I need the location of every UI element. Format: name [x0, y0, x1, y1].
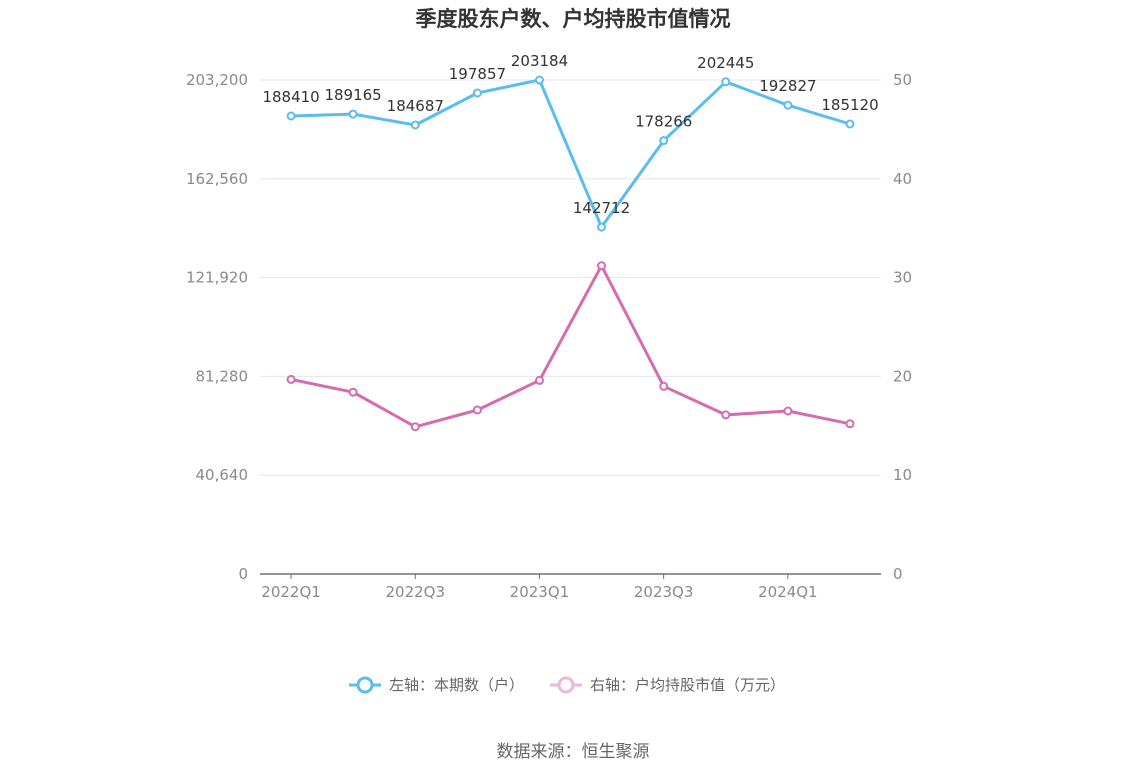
data-label: 178266 — [635, 113, 692, 131]
data-labels: 188410 189165 184687 197857 203184 142712 1782… — [262, 52, 878, 217]
data-label: 184687 — [387, 97, 444, 115]
data-point-left[interactable] — [286, 111, 296, 121]
data-point-right[interactable] — [286, 374, 296, 384]
series-layer — [286, 75, 855, 432]
grid-lines — [260, 79, 881, 476]
data-point-right[interactable] — [472, 405, 482, 415]
data-point-left[interactable] — [845, 119, 855, 129]
data-point-left[interactable] — [535, 75, 544, 85]
y-left-tick-label: 0 — [238, 565, 248, 583]
y-left-tick-label: 203,200 — [186, 71, 248, 89]
data-label: 185120 — [821, 96, 878, 114]
x-tick-label: 2024Q1 — [758, 583, 818, 601]
y-right-tick-label: 40 — [893, 170, 912, 188]
y-right-tick-label: 20 — [893, 367, 912, 385]
axes: 0 40,640 81,280 121,920 162,560 203,200 0 10 20 3… — [186, 71, 912, 601]
data-label: 192827 — [759, 77, 816, 95]
legend-item-right-series[interactable]: 右轴：户均持股市值（万元） — [550, 676, 785, 694]
data-label: 189165 — [324, 86, 381, 104]
legend-marker-right-series — [557, 676, 575, 694]
x-tick-label: 2022Q1 — [261, 583, 321, 601]
data-point-right[interactable] — [783, 406, 793, 416]
y-left-tick-label: 121,920 — [186, 269, 248, 287]
data-point-left[interactable] — [597, 222, 606, 232]
legend-item-left-series[interactable]: 左轴：本期数（户） — [349, 676, 524, 694]
legend-label-left-series: 左轴：本期数（户） — [389, 676, 524, 694]
data-point-left[interactable] — [348, 109, 358, 119]
x-tick-label: 2022Q3 — [385, 583, 445, 601]
data-point-right[interactable] — [597, 261, 606, 271]
y-left-tick-label: 40,640 — [196, 466, 249, 484]
data-point-left[interactable] — [659, 136, 669, 146]
y-left-tick-label: 81,280 — [196, 367, 249, 385]
data-point-right[interactable] — [348, 387, 358, 397]
data-point-right[interactable] — [845, 419, 855, 429]
data-point-right[interactable] — [721, 410, 731, 420]
series-line-left — [291, 78, 851, 229]
legend-marker-left-series — [356, 676, 374, 694]
y-left-tick-label: 162,560 — [186, 170, 248, 188]
chart-title: 季度股东户数、户均持股市值情况 — [416, 7, 731, 31]
data-point-right[interactable] — [659, 381, 669, 391]
data-point-left[interactable] — [472, 88, 482, 98]
series-line-right — [290, 264, 851, 429]
data-point-left[interactable] — [721, 77, 731, 87]
data-label: 142712 — [573, 199, 630, 217]
legend-label-right-series: 右轴：户均持股市值（万元） — [590, 676, 785, 694]
data-label: 197857 — [449, 65, 506, 83]
y-right-tick-label: 50 — [893, 71, 912, 89]
data-point-right[interactable] — [410, 422, 420, 432]
source-note: 数据来源：恒生聚源 — [497, 742, 650, 762]
legend: 左轴：本期数（户） 右轴：户均持股市值（万元） — [349, 676, 785, 694]
y-right-tick-label: 10 — [893, 466, 912, 484]
data-point-left[interactable] — [410, 120, 420, 130]
data-label: 203184 — [511, 52, 568, 70]
x-tick-label: 2023Q1 — [510, 583, 570, 601]
x-tick-label: 2023Q3 — [634, 583, 694, 601]
y-right-tick-label: 30 — [893, 269, 912, 287]
y-right-tick-label: 0 — [893, 565, 903, 583]
data-point-right[interactable] — [535, 375, 544, 385]
data-label: 188410 — [262, 88, 319, 106]
data-point-left[interactable] — [783, 100, 793, 110]
data-label: 202445 — [697, 54, 754, 72]
